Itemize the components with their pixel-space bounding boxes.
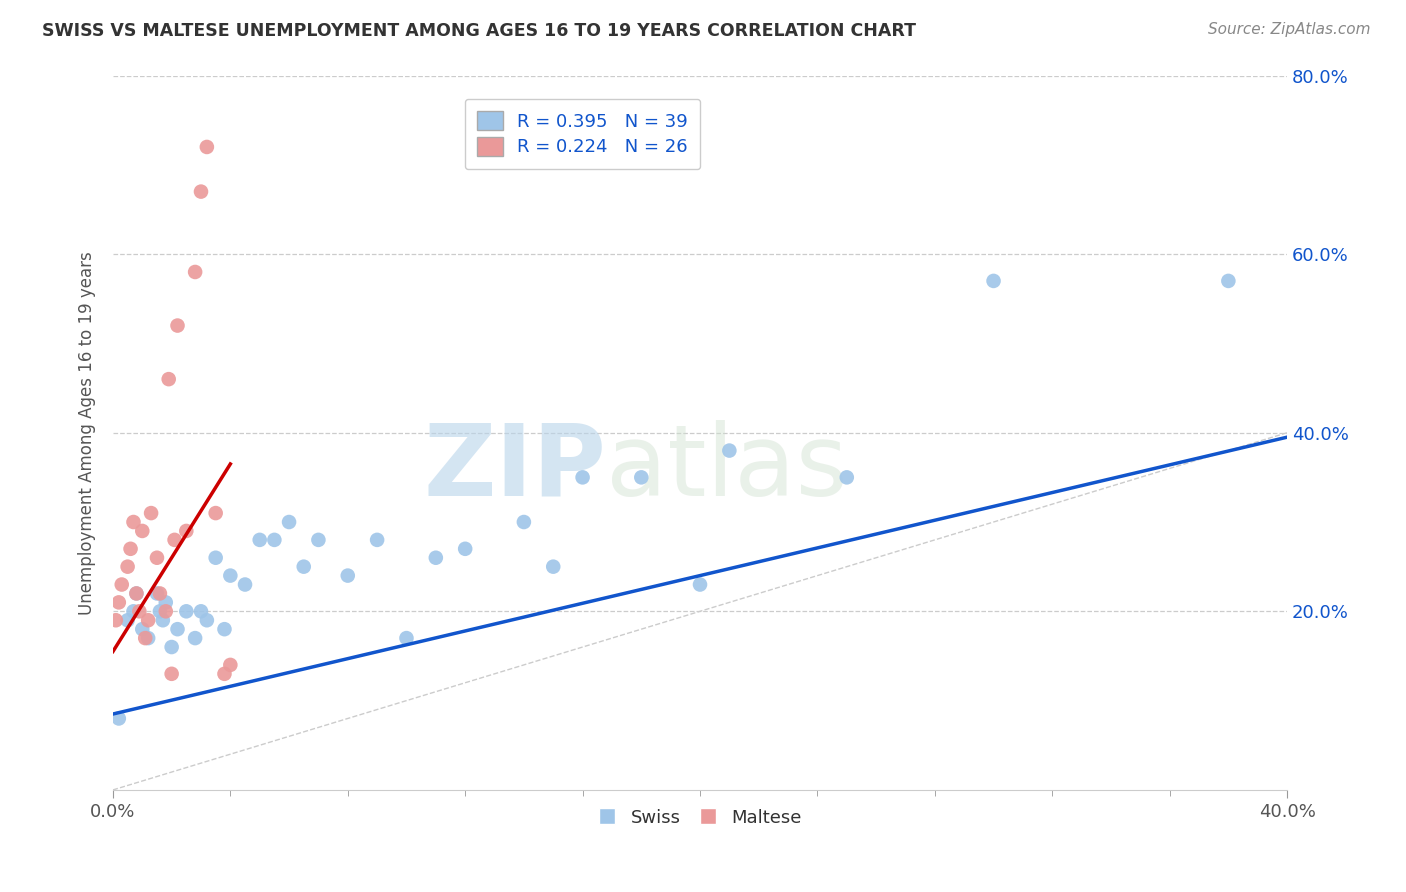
Point	[146, 550, 169, 565]
Point	[176, 604, 198, 618]
Point	[128, 604, 150, 618]
Point	[214, 622, 236, 636]
Point	[136, 631, 159, 645]
Point	[689, 577, 711, 591]
Point	[131, 622, 153, 636]
Text: atlas: atlas	[606, 420, 848, 517]
Point	[149, 604, 172, 618]
Point	[125, 586, 148, 600]
Point	[166, 318, 188, 333]
Point	[176, 524, 198, 538]
Point	[249, 533, 271, 547]
Point	[513, 515, 536, 529]
Point	[152, 613, 174, 627]
Point	[108, 711, 131, 725]
Point	[125, 586, 148, 600]
Point	[134, 631, 156, 645]
Point	[336, 568, 359, 582]
Point	[204, 506, 226, 520]
Point	[184, 631, 207, 645]
Text: ZIP: ZIP	[423, 420, 606, 517]
Point	[263, 533, 285, 547]
Point	[292, 559, 315, 574]
Point	[120, 541, 142, 556]
Point	[184, 265, 207, 279]
Point	[571, 470, 593, 484]
Point	[630, 470, 652, 484]
Point	[395, 631, 418, 645]
Point	[214, 666, 236, 681]
Text: SWISS VS MALTESE UNEMPLOYMENT AMONG AGES 16 TO 19 YEARS CORRELATION CHART: SWISS VS MALTESE UNEMPLOYMENT AMONG AGES…	[42, 22, 917, 40]
Point	[111, 577, 134, 591]
Point	[541, 559, 564, 574]
Point	[160, 666, 183, 681]
Point	[190, 185, 212, 199]
Point	[155, 595, 177, 609]
Text: Source: ZipAtlas.com: Source: ZipAtlas.com	[1208, 22, 1371, 37]
Point	[307, 533, 329, 547]
Point	[117, 613, 139, 627]
Point	[157, 372, 180, 386]
Point	[139, 506, 162, 520]
Point	[835, 470, 858, 484]
Point	[195, 140, 218, 154]
Point	[163, 533, 186, 547]
Point	[136, 613, 159, 627]
Point	[108, 595, 131, 609]
Point	[104, 613, 127, 627]
Point	[166, 622, 188, 636]
Point	[204, 550, 226, 565]
Point	[233, 577, 256, 591]
Point	[219, 568, 242, 582]
Point	[160, 640, 183, 654]
Point	[190, 604, 212, 618]
Point	[278, 515, 301, 529]
Point	[454, 541, 477, 556]
Point	[219, 657, 242, 672]
Point	[1218, 274, 1240, 288]
Point	[149, 586, 172, 600]
Point	[122, 604, 145, 618]
Point	[718, 443, 741, 458]
Point	[122, 515, 145, 529]
Point	[366, 533, 388, 547]
Point	[425, 550, 447, 565]
Point	[155, 604, 177, 618]
Y-axis label: Unemployment Among Ages 16 to 19 years: Unemployment Among Ages 16 to 19 years	[79, 251, 96, 615]
Point	[131, 524, 153, 538]
Point	[146, 586, 169, 600]
Legend: Swiss, Maltese: Swiss, Maltese	[591, 802, 808, 835]
Point	[117, 559, 139, 574]
Point	[983, 274, 1005, 288]
Point	[195, 613, 218, 627]
